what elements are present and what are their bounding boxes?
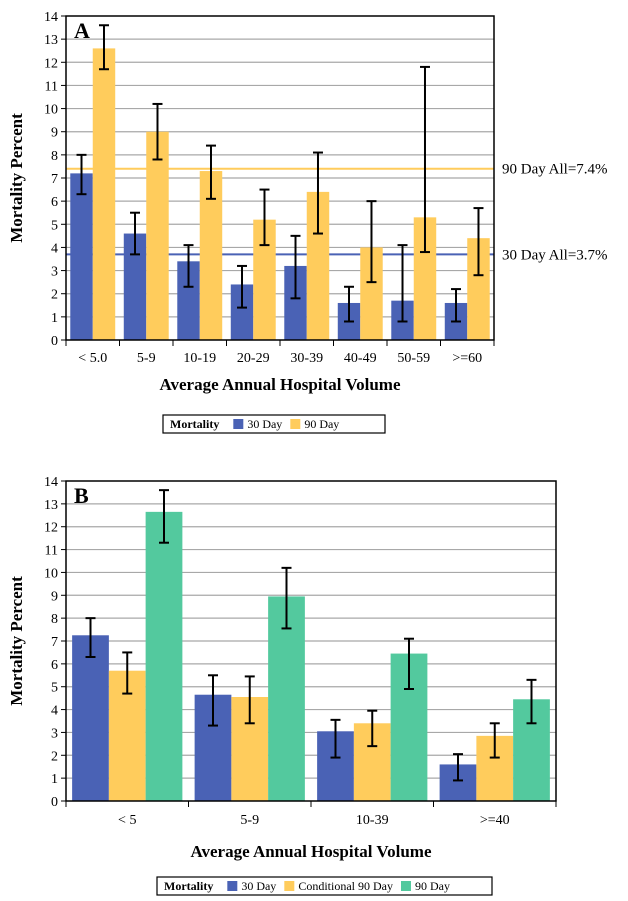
- y-tick-label: 14: [44, 10, 58, 25]
- bar: [177, 261, 200, 340]
- legend: Mortality 30 Day Conditional 90 Day 90 Day: [156, 876, 493, 896]
- legend-swatch: [233, 419, 244, 429]
- y-tick-label: 2: [51, 749, 58, 764]
- x-tick-label: 40-49: [344, 351, 377, 366]
- y-tick-label: 4: [51, 241, 58, 256]
- panel-label: B: [74, 483, 89, 508]
- y-tick-label: 8: [51, 612, 58, 627]
- y-tick-label: 8: [51, 149, 58, 164]
- legend-item-label: Conditional 90 Day: [298, 879, 393, 893]
- y-tick-label: 13: [44, 33, 58, 48]
- x-tick-label: < 5.0: [78, 351, 107, 366]
- y-tick-label: 5: [51, 681, 58, 696]
- y-tick-label: 11: [45, 79, 58, 94]
- panel-label: A: [74, 18, 90, 43]
- bar: [70, 173, 93, 340]
- legend-item-label: 90 Day: [304, 417, 339, 431]
- bar: [72, 635, 109, 801]
- legend-title: Mortality: [170, 417, 219, 431]
- y-tick-label: 6: [51, 195, 58, 210]
- legend: Mortality 30 Day 90 Day: [162, 414, 386, 434]
- x-tick-label: 20-29: [237, 351, 270, 366]
- x-tick-label: 30-39: [290, 351, 323, 366]
- y-tick-label: 9: [51, 126, 58, 141]
- x-tick-label: 5-9: [137, 351, 156, 366]
- y-tick-label: 2: [51, 288, 58, 303]
- bar: [146, 131, 169, 340]
- y-tick-label: 11: [45, 544, 58, 559]
- bar: [467, 238, 490, 340]
- legend-item-label: 30 Day: [241, 879, 276, 893]
- x-tick-label: 10-19: [183, 351, 216, 366]
- y-tick-label: 3: [51, 265, 58, 280]
- y-tick-label: 10: [44, 103, 58, 118]
- y-tick-label: 1: [51, 772, 58, 787]
- y-tick-label: 14: [44, 475, 58, 490]
- y-tick-label: 12: [44, 521, 58, 536]
- y-tick-label: 0: [51, 334, 58, 349]
- legend-swatch: [284, 881, 295, 891]
- legend-swatch: [227, 881, 238, 891]
- y-tick-label: 0: [51, 795, 58, 810]
- y-axis-title: Mortality Percent: [7, 113, 26, 243]
- bar: [199, 171, 223, 340]
- y-tick-label: 9: [51, 589, 58, 604]
- legend-item-label: 90 Day: [415, 879, 450, 893]
- x-axis-title: Average Annual Hospital Volume: [159, 375, 400, 394]
- x-tick-label: < 5: [118, 813, 136, 828]
- y-tick-label: 5: [51, 218, 58, 233]
- x-tick-label: 5-9: [240, 813, 259, 828]
- legend-item-label: 30 Day: [247, 417, 282, 431]
- bar: [253, 219, 276, 340]
- y-tick-label: 3: [51, 726, 58, 741]
- legend-title: Mortality: [164, 879, 213, 893]
- y-tick-label: 7: [51, 172, 58, 187]
- x-tick-label: 50-59: [397, 351, 430, 366]
- x-axis-title: Average Annual Hospital Volume: [190, 842, 431, 861]
- reference-line-label: 90 Day All=7.4%: [502, 162, 608, 178]
- y-axis-title: Mortality Percent: [7, 576, 26, 706]
- bar: [306, 191, 330, 340]
- y-tick-label: 1: [51, 311, 58, 326]
- y-tick-label: 7: [51, 635, 58, 650]
- y-tick-label: 10: [44, 566, 58, 581]
- x-tick-label: >=60: [452, 351, 482, 366]
- x-tick-label: 10-39: [356, 813, 389, 828]
- x-tick-label: >=40: [480, 813, 510, 828]
- bar: [360, 247, 383, 340]
- legend-swatch: [400, 881, 411, 891]
- reference-line-label: 30 Day All=3.7%: [502, 247, 608, 263]
- bar: [268, 596, 305, 801]
- bar: [284, 265, 307, 340]
- y-tick-label: 13: [44, 498, 58, 513]
- bar: [92, 48, 116, 341]
- bar: [123, 233, 147, 340]
- bar: [145, 511, 183, 801]
- y-tick-label: 4: [51, 704, 58, 719]
- legend-box: [162, 414, 386, 434]
- legend-swatch: [290, 419, 301, 429]
- bar: [413, 217, 437, 340]
- bar: [230, 284, 254, 340]
- y-tick-label: 6: [51, 658, 58, 673]
- y-tick-label: 12: [44, 56, 58, 71]
